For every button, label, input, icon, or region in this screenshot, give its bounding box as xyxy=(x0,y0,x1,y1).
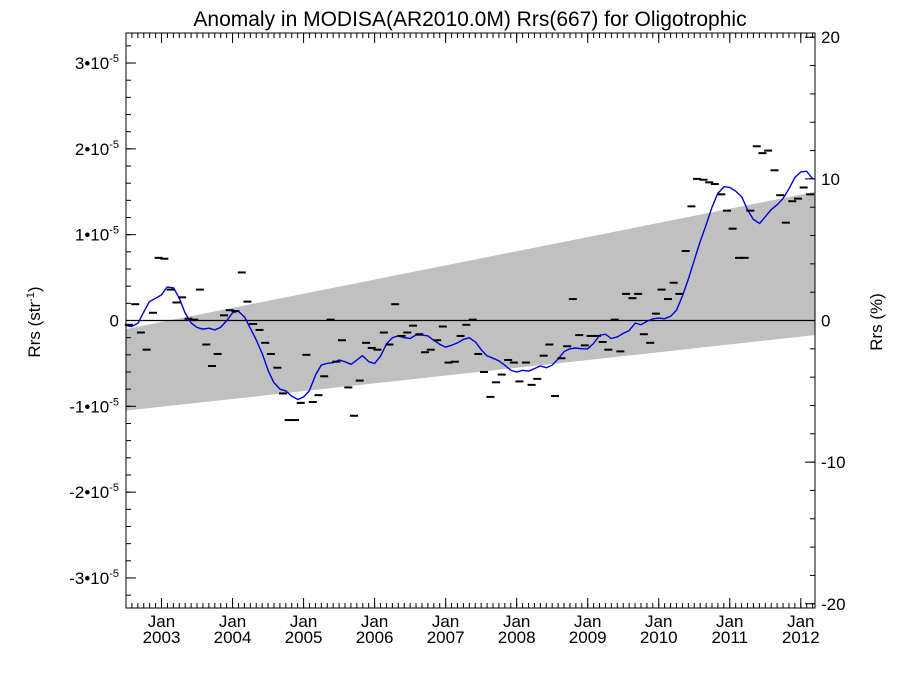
x-tick-month: Jan xyxy=(645,612,672,631)
x-tick-year: 2010 xyxy=(640,628,678,647)
uncertainty-band-layer xyxy=(126,191,815,411)
axes-layer: -3•10-5 -2•10-5 -1•10-5 0 1•10-5 2•10-5 3•10-5… xyxy=(69,28,845,647)
left-axis-label-sup: -1 xyxy=(25,292,37,302)
x-tick-month: Jan xyxy=(787,612,814,631)
x-tick-year: 2011 xyxy=(711,628,748,647)
left-axis-label: Rrs (str-1) xyxy=(25,286,44,357)
x-tick-month: Jan xyxy=(574,612,601,631)
x-tick-month: Jan xyxy=(432,612,459,631)
x-tick-month: Jan xyxy=(716,612,743,631)
right-tick-label: 10 xyxy=(821,170,840,189)
x-tick-month: Jan xyxy=(148,612,175,631)
x-tick-year: 2008 xyxy=(498,628,536,647)
uncertainty-band xyxy=(126,191,815,411)
right-tick-label: 0 xyxy=(821,312,830,331)
x-tick-year: 2004 xyxy=(214,628,252,647)
left-axis-label-close: ) xyxy=(25,286,44,292)
left-tick-label: 2•10-5 xyxy=(75,139,119,159)
x-tick-year: 2006 xyxy=(356,628,394,647)
right-tick-label: -20 xyxy=(821,595,846,614)
data-markers-layer xyxy=(124,145,815,422)
x-tick-year: 2005 xyxy=(285,628,323,647)
x-tick-month: Jan xyxy=(361,612,388,631)
right-axis-label: Rrs (%) xyxy=(867,293,886,351)
left-tick-label: -3•10-5 xyxy=(69,568,119,588)
left-tick-label: 0 xyxy=(110,312,119,331)
x-tick-month: Jan xyxy=(290,612,317,631)
left-tick-label: -1•10-5 xyxy=(69,396,119,416)
x-tick-month: Jan xyxy=(503,612,530,631)
chart-title: Anomaly in MODISA(AR2010.0M) Rrs(667) fo… xyxy=(193,8,746,31)
left-tick-label: 1•10-5 xyxy=(75,225,119,245)
right-tick-label: -10 xyxy=(821,453,846,472)
x-tick-month: Jan xyxy=(219,612,246,631)
x-tick-year: 2007 xyxy=(427,628,465,647)
smoothed-line-layer xyxy=(125,170,814,401)
x-tick-year: 2009 xyxy=(569,628,607,647)
x-tick-year: 2012 xyxy=(782,628,820,647)
left-tick-label: 3•10-5 xyxy=(75,53,119,73)
left-tick-label: -2•10-5 xyxy=(69,482,119,502)
series-line xyxy=(125,170,814,401)
right-tick-label: 20 xyxy=(821,28,840,47)
x-tick-year: 2003 xyxy=(143,628,181,647)
